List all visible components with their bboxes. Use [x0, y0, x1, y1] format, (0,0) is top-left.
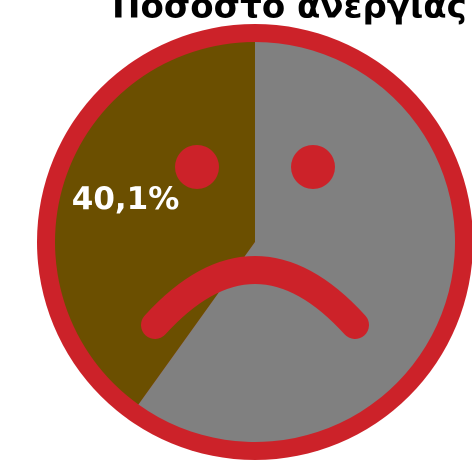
- pie-slice: [55, 42, 255, 405]
- chart-title: Ποσοστό ανεργίας: [112, 0, 467, 27]
- data-label: 40,1%: [72, 181, 180, 217]
- eye: [291, 145, 335, 189]
- pie-slice: [138, 42, 455, 443]
- mouth: [141, 256, 369, 339]
- eye: [175, 145, 219, 189]
